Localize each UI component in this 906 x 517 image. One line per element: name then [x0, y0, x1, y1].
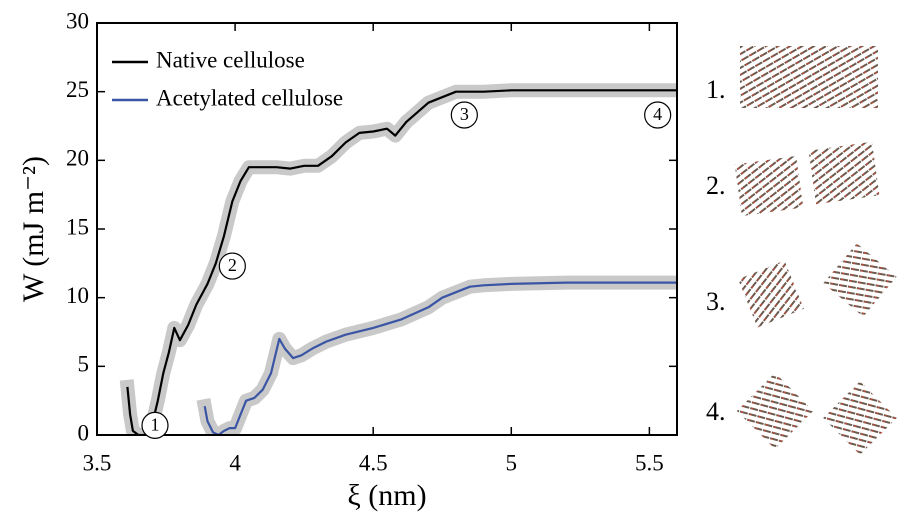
x-axis-label: ξ (nm) [347, 479, 426, 512]
y-tick-label: 15 [66, 214, 89, 239]
y-tick-label: 0 [78, 420, 90, 445]
error-band [119, 83, 677, 435]
panel-label: 3. [706, 287, 726, 316]
structure-image [823, 243, 897, 317]
y-tick-label: 5 [78, 352, 90, 377]
y-tick-label: 30 [66, 8, 89, 33]
y-tick-label: 25 [66, 77, 89, 102]
annotation-label: 4 [653, 104, 662, 124]
legend-label: Native cellulose [156, 47, 305, 72]
y-axis-label: W (mJ m⁻²) [17, 156, 50, 302]
data-line [126, 89, 677, 435]
annotation-marker [218, 252, 246, 280]
structure-image [823, 381, 897, 455]
structure-image [734, 155, 804, 217]
x-tick-label: 4.5 [359, 450, 388, 475]
annotation-marker [450, 101, 478, 129]
x-tick-label: 3.5 [83, 450, 112, 475]
plot [119, 83, 677, 435]
structure-image [740, 46, 878, 108]
plot-frame [96, 22, 678, 436]
annotation-marker [644, 101, 672, 129]
y-tick-label: 10 [66, 283, 89, 308]
structure-image [808, 141, 880, 205]
structure-image [738, 260, 804, 328]
y-tick-label: 20 [66, 146, 89, 171]
annotation-label: 3 [460, 104, 469, 124]
legend-label: Acetylated cellulose [156, 85, 343, 110]
panel-label: 2. [706, 171, 726, 200]
structure-images [734, 46, 897, 455]
panel-label: 4. [706, 397, 726, 426]
annotation-label: 1 [151, 415, 160, 435]
annotation-label: 2 [228, 255, 237, 275]
x-tick-label: 4 [229, 450, 241, 475]
structure-image [736, 372, 814, 450]
annotation-marker [141, 411, 169, 439]
x-tick-label: 5.5 [635, 450, 664, 475]
panel-label: 1. [706, 75, 726, 104]
data-line [203, 281, 677, 435]
x-tick-label: 5 [506, 450, 518, 475]
